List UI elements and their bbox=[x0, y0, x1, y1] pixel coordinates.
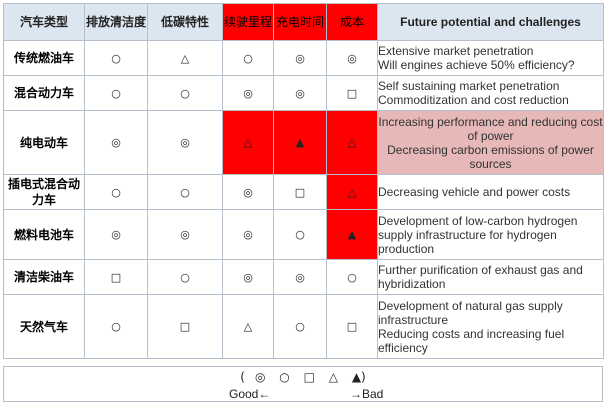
future-potential-cell: Self sustaining market penetration Commo… bbox=[377, 75, 604, 111]
low-carbon-rating: □ bbox=[147, 294, 223, 359]
legend-symbol-worst: ▲) bbox=[351, 370, 366, 384]
future-line: Development of low-carbon hydrogen bbox=[378, 213, 578, 228]
low-carbon-rating: △ bbox=[147, 40, 223, 76]
table-row: 天然气车 ○ □ △ ○ □ Development of natural ga… bbox=[3, 294, 604, 359]
emission-rating: ◎ bbox=[84, 110, 148, 175]
header-future-potential: Future potential and challenges bbox=[377, 3, 604, 41]
header-row: 汽车类型 排放清洁度 低碳特性 续驶里程 充电时间 成本 Future pote… bbox=[3, 3, 604, 41]
future-line: infrastructure bbox=[378, 312, 449, 327]
range-rating: ◎ bbox=[222, 209, 274, 260]
header-low-carbon: 低碳特性 bbox=[147, 3, 223, 41]
low-carbon-rating: ◎ bbox=[147, 110, 223, 175]
table-row: 燃料电池车 ◎ ◎ ◎ ○ ▲ Development of low-carbo… bbox=[3, 209, 604, 260]
vehicle-type-cell: 传统燃油车 bbox=[3, 40, 85, 76]
charge-time-rating: ○ bbox=[273, 294, 327, 359]
legend-symbol-good: ○ bbox=[279, 370, 290, 384]
legend-good-label: Good← bbox=[229, 387, 271, 401]
vehicle-comparison-table: 汽车类型 排放清洁度 低碳特性 续驶里程 充电时间 成本 Future pote… bbox=[3, 3, 604, 359]
future-line: Self sustaining market penetration bbox=[378, 79, 560, 93]
emission-rating: ○ bbox=[84, 75, 148, 111]
legend-symbol-best: ◎ bbox=[254, 370, 266, 384]
low-carbon-rating: ○ bbox=[147, 75, 223, 111]
future-line: Increasing performance and reducing cost… bbox=[378, 114, 603, 143]
future-line: Decreasing carbon emissions of power sou… bbox=[387, 142, 594, 171]
low-carbon-rating: ○ bbox=[147, 174, 223, 210]
charge-time-rating: ◎ bbox=[273, 40, 327, 76]
header-emission-cleanliness: 排放清洁度 bbox=[84, 3, 148, 41]
range-rating: ◎ bbox=[222, 259, 274, 295]
table-row: 传统燃油车 ○ △ ○ ◎ ◎ Extensive market penetra… bbox=[3, 40, 604, 76]
rating-legend: ( ◎ ○ □ △ ▲) Good← →Bad bbox=[3, 366, 603, 402]
vehicle-type-cell: 燃料电池车 bbox=[3, 209, 85, 260]
future-potential-cell: Development of natural gas supply infras… bbox=[377, 294, 604, 359]
vehicle-type-cell: 纯电动车 bbox=[3, 110, 85, 175]
cost-rating: ▲ bbox=[326, 209, 378, 260]
charge-time-rating: ○ bbox=[273, 209, 327, 260]
legend-symbols: ( ◎ ○ □ △ ▲) bbox=[4, 370, 602, 384]
charge-time-rating: ▲ bbox=[273, 110, 327, 175]
future-potential-cell: Extensive market penetration Will engine… bbox=[377, 40, 604, 76]
cost-rating: ◎ bbox=[326, 40, 378, 76]
emission-rating: ○ bbox=[84, 294, 148, 359]
legend-symbol-fair: □ bbox=[303, 370, 315, 384]
future-line: supply infrastructure for hydrogen bbox=[378, 227, 557, 242]
future-potential-cell: Further purification of exhaust gas and … bbox=[377, 259, 604, 295]
comparison-sheet: 汽车类型 排放清洁度 低碳特性 续驶里程 充电时间 成本 Future pote… bbox=[3, 3, 604, 402]
future-line: production bbox=[378, 241, 435, 256]
range-rating: ◎ bbox=[222, 75, 274, 111]
charge-time-rating: ◎ bbox=[273, 259, 327, 295]
emission-rating: ○ bbox=[84, 174, 148, 210]
vehicle-type-cell: 天然气车 bbox=[3, 294, 85, 359]
vehicle-type-cell: 插电式混合动力车 bbox=[3, 174, 85, 210]
legend-bad-label: →Bad bbox=[350, 387, 384, 401]
range-rating: △ bbox=[222, 110, 274, 175]
charge-time-rating: ◎ bbox=[273, 75, 327, 111]
future-line: Decreasing vehicle and power costs bbox=[378, 185, 571, 199]
future-potential-cell: Decreasing vehicle and power costs bbox=[377, 174, 604, 210]
cost-rating: □ bbox=[326, 294, 378, 359]
cost-rating: ○ bbox=[326, 259, 378, 295]
emission-rating: ◎ bbox=[84, 209, 148, 260]
header-driving-range: 续驶里程 bbox=[222, 3, 274, 41]
future-line: hybridization bbox=[378, 277, 446, 291]
charge-time-rating: □ bbox=[273, 174, 327, 210]
future-line: Will engines achieve 50% efficiency? bbox=[378, 58, 575, 72]
legend-open-paren: ( bbox=[240, 370, 245, 384]
future-potential-cell: Development of low-carbon hydrogen suppl… bbox=[377, 209, 604, 260]
emission-rating: □ bbox=[84, 259, 148, 295]
range-rating: ○ bbox=[222, 40, 274, 76]
cost-rating: △ bbox=[326, 174, 378, 210]
future-line: Development of natural gas supply bbox=[378, 298, 563, 313]
header-cost: 成本 bbox=[326, 3, 378, 41]
emission-rating: ○ bbox=[84, 40, 148, 76]
table-row: 插电式混合动力车 ○ ○ ◎ □ △ Decreasing vehicle an… bbox=[3, 174, 604, 210]
range-rating: △ bbox=[222, 294, 274, 359]
future-line: Commoditization and cost reduction bbox=[378, 93, 569, 107]
cost-rating: □ bbox=[326, 75, 378, 111]
header-vehicle-type: 汽车类型 bbox=[3, 3, 85, 41]
header-charging-time: 充电时间 bbox=[273, 3, 327, 41]
future-potential-cell: Increasing performance and reducing cost… bbox=[377, 110, 604, 175]
future-line: Reducing costs and increasing fuel bbox=[378, 326, 565, 341]
table-row: 清洁柴油车 □ ○ ◎ ◎ ○ Further purification of … bbox=[3, 259, 604, 295]
vehicle-type-cell: 清洁柴油车 bbox=[3, 259, 85, 295]
table-row: 混合动力车 ○ ○ ◎ ◎ □ Self sustaining market p… bbox=[3, 75, 604, 111]
low-carbon-rating: ○ bbox=[147, 259, 223, 295]
cost-rating: △ bbox=[326, 110, 378, 175]
vehicle-type-cell: 混合动力车 bbox=[3, 75, 85, 111]
future-line: Further purification of exhaust gas and bbox=[378, 263, 583, 277]
range-rating: ◎ bbox=[222, 174, 274, 210]
future-line: Extensive market penetration bbox=[378, 44, 534, 58]
legend-symbol-poor: △ bbox=[328, 370, 338, 384]
table-row: 纯电动车 ◎ ◎ △ ▲ △ Increasing performance an… bbox=[3, 110, 604, 175]
future-line: efficiency bbox=[378, 340, 428, 355]
low-carbon-rating: ◎ bbox=[147, 209, 223, 260]
